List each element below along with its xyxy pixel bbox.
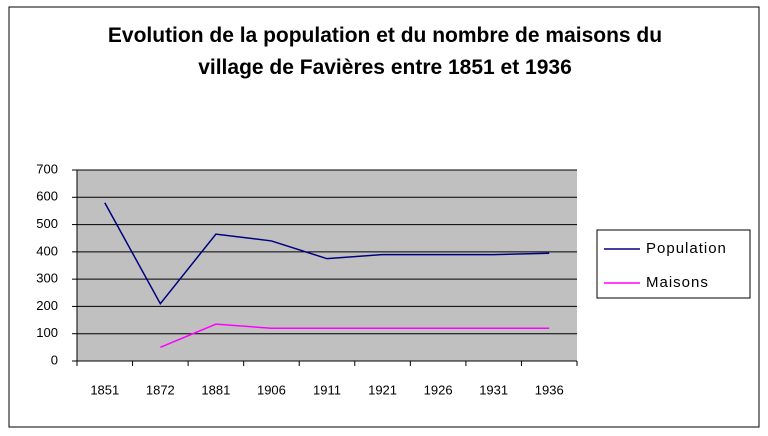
y-tick-label: 700 bbox=[36, 161, 58, 176]
y-tick-label: 300 bbox=[36, 271, 58, 286]
y-tick-label: 600 bbox=[36, 189, 58, 204]
x-tick-label: 1872 bbox=[146, 382, 175, 397]
data-line bbox=[104, 202, 550, 306]
y-tick-label: 100 bbox=[36, 325, 58, 340]
y-tick-label: 0 bbox=[51, 352, 58, 367]
legend-label: Population bbox=[646, 240, 727, 257]
data-line bbox=[160, 323, 550, 349]
x-tick-label: 1851 bbox=[90, 382, 119, 397]
x-tick-label: 1926 bbox=[424, 382, 453, 397]
y-tick-label: 400 bbox=[36, 243, 58, 258]
legend-box bbox=[596, 229, 751, 299]
x-tick-label: 1911 bbox=[313, 382, 341, 397]
y-tick-label: 200 bbox=[36, 298, 58, 313]
x-tick-label: 1921 bbox=[368, 382, 397, 397]
x-tick-label: 1906 bbox=[257, 382, 286, 397]
legend-label: Maisons bbox=[646, 274, 709, 291]
x-tick-label: 1881 bbox=[201, 382, 230, 397]
plot-area bbox=[77, 170, 577, 361]
chart-title: Evolution de la population et du nombre … bbox=[107, 24, 663, 79]
y-tick-label: 500 bbox=[36, 216, 58, 231]
x-tick-label: 1936 bbox=[535, 382, 564, 397]
x-tick-label: 1931 bbox=[479, 382, 508, 397]
